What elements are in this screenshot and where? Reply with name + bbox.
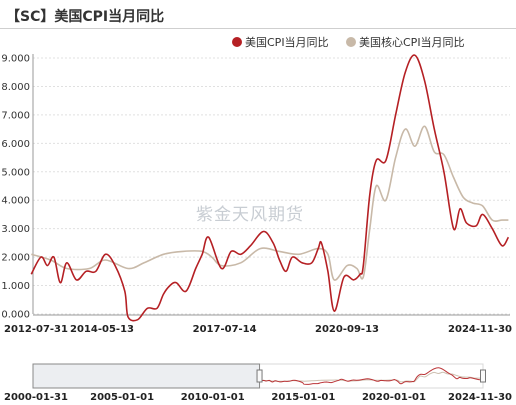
navigator-core-line [258,371,483,383]
navigator-tick-label: 2005-01-01 [90,392,154,403]
legend-marker-icon [232,37,242,47]
gridlines [33,57,510,315]
y-tick-label: 4.000 [1,196,30,207]
y-axis: 0.000 1.000 2.000 3.000 4.000 5.000 6.000 7.000… [1,54,34,321]
navigator-tick-label: 2024-11-30 [448,392,512,403]
x-tick-label: 2014-05-13 [70,324,134,335]
y-tick-label: 5.000 [1,167,30,178]
navigator-right-handle[interactable] [480,369,486,383]
y-tick-label: 2.000 [1,253,30,264]
title-divider [0,28,516,29]
y-tick-label: 9.000 [1,54,30,65]
y-tick-label: 1.000 [1,281,30,292]
legend-item[interactable]: 美国核心CPI当月同比 [346,35,465,49]
x-tick-label: 2024-11-30 [448,324,512,335]
y-tick-label: 0.000 [1,310,30,321]
core-cpi-series-line [31,125,509,281]
navigator-tick-label: 2015-01-01 [271,392,335,403]
navigator-left-handle[interactable] [256,369,263,383]
navigator-unselected-region [32,363,261,389]
legend-label: 美国CPI当月同比 [245,35,329,49]
x-tick-label: 2017-07-14 [193,324,257,335]
legend-item[interactable]: 美国CPI当月同比 [232,35,329,49]
y-tick-label: 7.000 [1,110,30,121]
navigator-tick-label: 2010-01-01 [181,392,245,403]
x-tick-label: 2020-09-13 [315,324,379,335]
y-tick-label: 8.000 [1,82,30,93]
y-tick-label: 3.000 [1,224,30,235]
cpi-series-line [30,54,510,322]
legend-label: 美国核心CPI当月同比 [359,35,465,49]
range-navigator: 2000-01-31 2005-01-01 2010-01-01 2015-01-01… [4,363,512,403]
series-lines [30,54,510,322]
watermark: 紫金天风期货 [196,205,304,225]
legend: 美国CPI当月同比 美国核心CPI当月同比 [232,35,465,49]
navigator-tick-label: 2020-01-01 [362,392,426,403]
legend-marker-icon [346,37,356,47]
x-tick-label: 2012-07-31 [4,324,68,335]
y-tick-label: 6.000 [1,139,30,150]
x-axis: 2012-07-31 2014-05-13 2017-07-14 2020-09-13… [4,314,512,335]
chart-title: 【SC】美国CPI当月同比 [6,9,165,25]
navigator-tick-label: 2000-01-31 [4,392,68,403]
navigator-cpi-line [258,367,483,385]
